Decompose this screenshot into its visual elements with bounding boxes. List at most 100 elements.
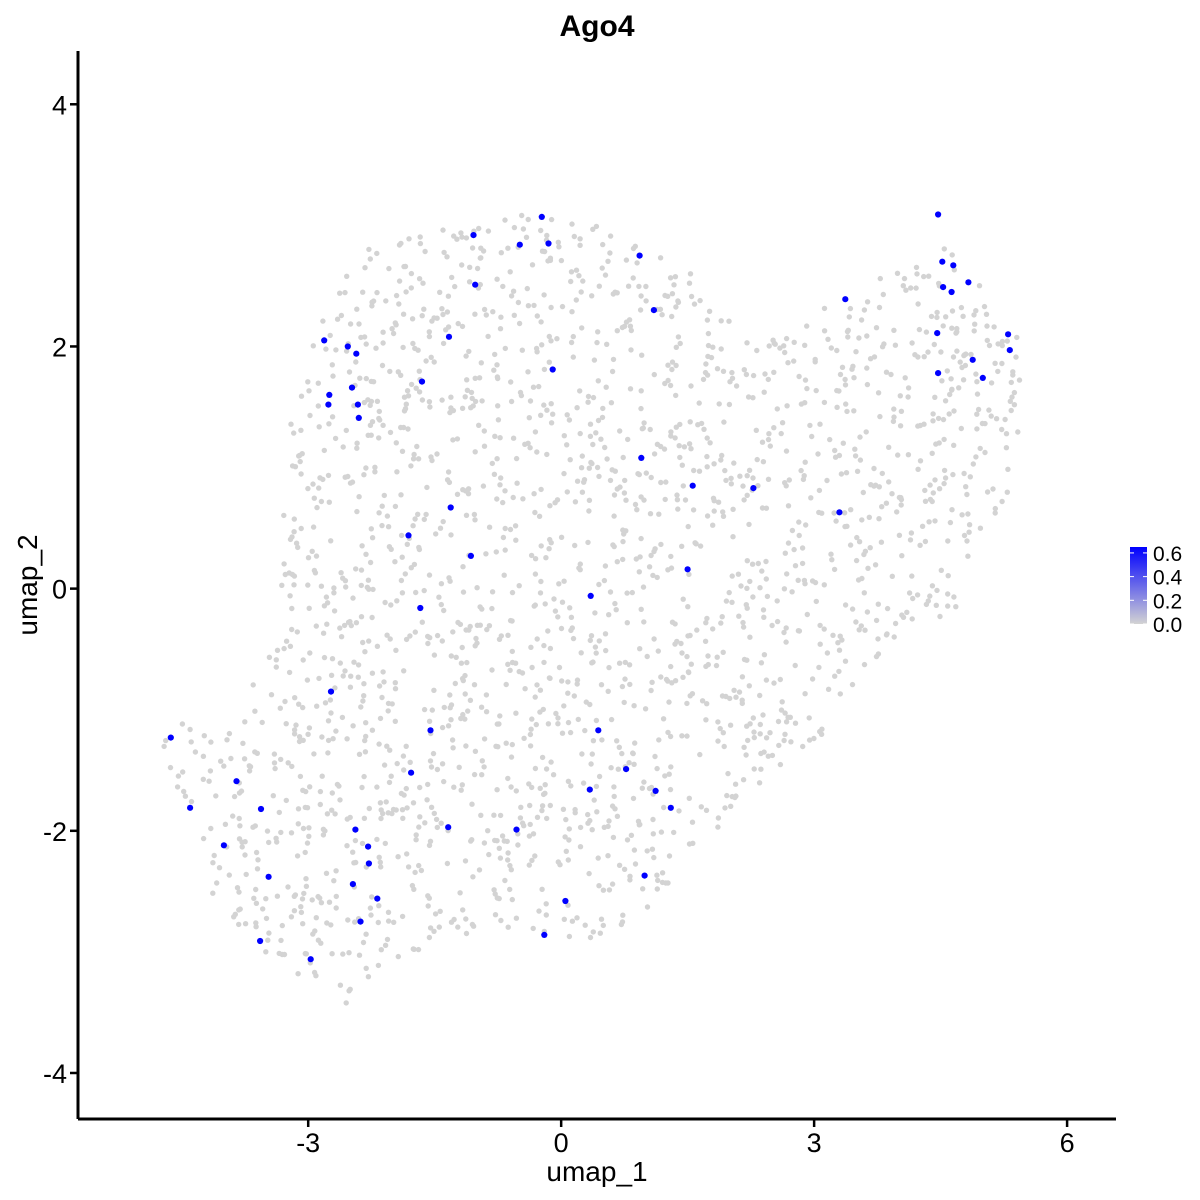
cell-point [534, 814, 541, 820]
cell-point [639, 785, 645, 791]
cell-point [302, 950, 308, 957]
cell-point [380, 422, 386, 428]
cell-point [789, 589, 795, 595]
cell-point [513, 710, 519, 716]
cell-point [690, 840, 696, 846]
cell-point [501, 572, 507, 578]
cell-point [502, 525, 508, 532]
cell-point [385, 524, 392, 530]
cell-point [825, 336, 831, 342]
cell-point [243, 871, 249, 878]
cell-point [472, 517, 478, 523]
cell-point [685, 604, 691, 610]
cell-point [343, 348, 350, 354]
cell-point [726, 318, 732, 324]
cell-point [672, 435, 678, 441]
cell-point [668, 663, 674, 670]
cell-point [845, 334, 851, 340]
cell-point [408, 565, 414, 571]
cell-point [532, 853, 538, 859]
cell-point [836, 668, 842, 675]
cell-point [975, 406, 982, 413]
cell-point [393, 440, 399, 446]
cell-point [854, 534, 860, 541]
cell-point [718, 457, 724, 463]
cell-point [263, 915, 270, 922]
cell-point [737, 473, 743, 479]
cell-point [624, 590, 630, 596]
cell-point [642, 706, 649, 712]
cell-point [307, 650, 313, 656]
cell-point [491, 812, 497, 818]
expressed-cell-point [549, 366, 556, 373]
cell-point [828, 551, 834, 557]
cell-point [716, 401, 722, 407]
cell-point [915, 466, 921, 472]
cell-point [910, 595, 916, 602]
cell-point [658, 541, 664, 548]
cell-point [637, 646, 643, 652]
cell-point [569, 221, 575, 227]
colorbar-tick-label: 0.0 [1153, 614, 1182, 637]
cell-point [632, 740, 638, 746]
cell-point [703, 663, 709, 670]
cell-point [387, 429, 394, 436]
cell-point [590, 929, 596, 935]
cell-point [834, 404, 840, 410]
cell-point [348, 673, 354, 679]
cell-point [555, 614, 561, 620]
cell-point [333, 868, 339, 874]
cell-point [842, 376, 848, 383]
cell-point [552, 608, 559, 614]
cell-point [932, 394, 938, 400]
cell-point [390, 330, 397, 337]
cell-point [744, 558, 750, 564]
cell-point [961, 470, 967, 477]
cell-point [767, 443, 773, 449]
cell-point [356, 494, 362, 500]
cell-point [346, 369, 353, 375]
cell-point [410, 946, 416, 952]
cell-point [200, 776, 206, 782]
cell-point [354, 440, 360, 446]
cell-point [796, 628, 803, 634]
cell-point [872, 562, 879, 568]
cell-point [385, 708, 391, 714]
cell-point [590, 738, 597, 744]
cell-point [471, 682, 478, 688]
cell-point [512, 660, 519, 666]
cell-point [688, 661, 694, 667]
cell-point [428, 764, 435, 770]
cell-point [367, 905, 374, 911]
cell-point [528, 726, 534, 732]
cell-point [445, 293, 452, 299]
cell-point [638, 535, 644, 542]
cell-point [623, 497, 629, 503]
cell-point [396, 301, 402, 307]
cell-point [388, 602, 394, 608]
cell-point [534, 449, 540, 455]
cell-point [288, 830, 295, 836]
cell-point [373, 345, 379, 351]
expressed-cell-point [167, 734, 174, 741]
cell-point [1014, 334, 1020, 341]
cell-point [579, 325, 585, 331]
expressed-cell-point [445, 333, 453, 340]
cell-point [382, 599, 388, 606]
cell-point [508, 293, 515, 299]
cell-point [350, 595, 356, 601]
cell-point [343, 427, 349, 434]
cell-point [459, 234, 465, 240]
cell-point [566, 933, 573, 940]
expressed-cell-point [472, 281, 479, 288]
cell-point [744, 605, 750, 611]
cell-point [374, 836, 380, 843]
cell-point [393, 807, 399, 813]
cell-point [991, 324, 997, 330]
cell-point [634, 260, 640, 266]
cell-point [804, 385, 810, 392]
cell-point [831, 566, 838, 573]
cell-point [494, 362, 500, 368]
cell-point [352, 919, 358, 925]
cell-point [428, 454, 434, 460]
